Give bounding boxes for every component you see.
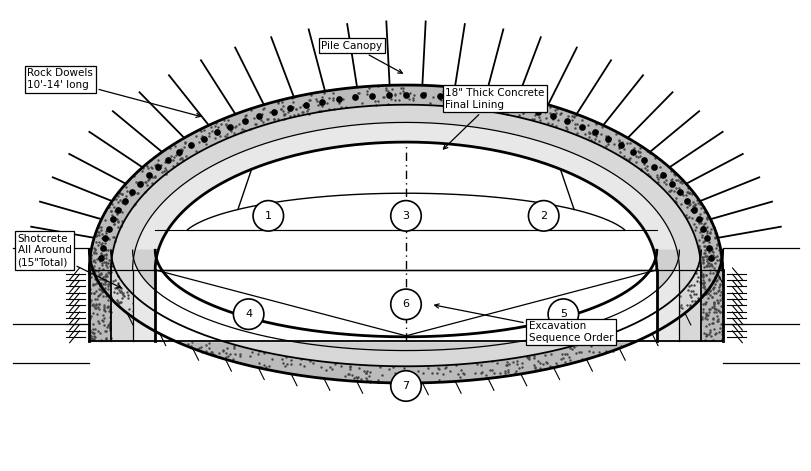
Circle shape xyxy=(390,371,421,401)
Polygon shape xyxy=(155,250,656,341)
Polygon shape xyxy=(132,122,679,270)
Polygon shape xyxy=(155,270,656,341)
Circle shape xyxy=(547,299,578,329)
Polygon shape xyxy=(89,85,722,270)
Polygon shape xyxy=(89,270,111,341)
Text: 18" Thick Concrete
Final Lining: 18" Thick Concrete Final Lining xyxy=(443,88,544,149)
Polygon shape xyxy=(700,270,722,341)
Polygon shape xyxy=(132,270,155,341)
Text: 6: 6 xyxy=(402,300,409,309)
Text: Pile Canopy: Pile Canopy xyxy=(321,41,401,73)
Polygon shape xyxy=(656,270,679,341)
Polygon shape xyxy=(132,250,679,350)
Circle shape xyxy=(233,299,264,329)
Circle shape xyxy=(390,289,421,320)
Polygon shape xyxy=(111,250,700,366)
Text: Rock Dowels
10'-14' long: Rock Dowels 10'-14' long xyxy=(28,68,200,117)
Polygon shape xyxy=(679,270,700,341)
Polygon shape xyxy=(155,142,656,270)
Polygon shape xyxy=(111,270,132,341)
Text: 7: 7 xyxy=(402,381,409,391)
Circle shape xyxy=(528,201,558,231)
Text: 1: 1 xyxy=(264,211,272,221)
Text: Shotcrete
All Around
(15"Total): Shotcrete All Around (15"Total) xyxy=(18,234,121,288)
Text: 5: 5 xyxy=(559,309,566,319)
Text: 3: 3 xyxy=(402,211,409,221)
Text: 2: 2 xyxy=(539,211,547,221)
Polygon shape xyxy=(89,250,722,383)
Circle shape xyxy=(253,201,283,231)
Polygon shape xyxy=(111,105,700,270)
Circle shape xyxy=(390,201,421,231)
Text: Excavation
Sequence Order: Excavation Sequence Order xyxy=(434,304,612,343)
Text: 4: 4 xyxy=(245,309,252,319)
